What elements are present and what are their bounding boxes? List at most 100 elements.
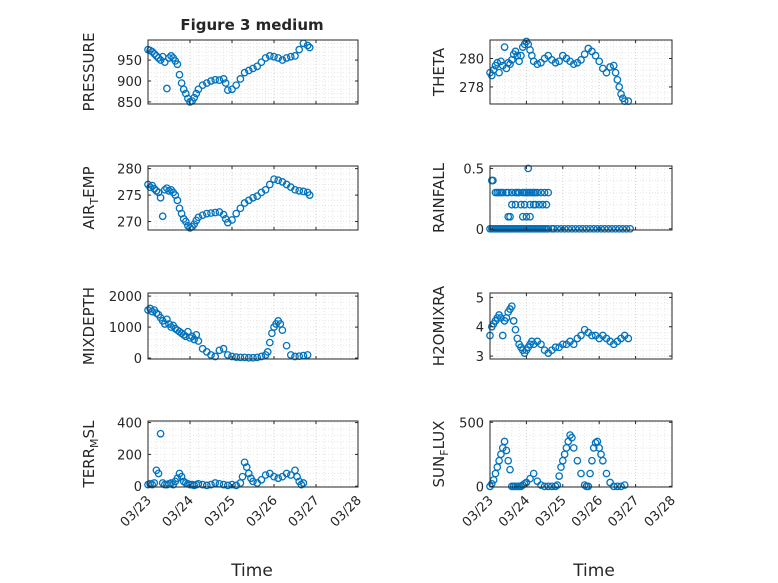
data-point bbox=[270, 52, 278, 61]
data-point bbox=[156, 193, 165, 202]
data-point bbox=[150, 49, 159, 58]
data-point bbox=[568, 224, 576, 233]
data-point bbox=[194, 85, 203, 94]
data-point bbox=[257, 352, 266, 361]
y-tick-label: 400 bbox=[117, 417, 142, 432]
data-point bbox=[588, 456, 596, 465]
y-tick-label: 280 bbox=[459, 52, 484, 67]
data-point bbox=[240, 353, 249, 362]
data-point bbox=[158, 212, 167, 221]
data-point bbox=[181, 217, 190, 226]
data-point bbox=[148, 307, 157, 316]
data-point bbox=[177, 472, 186, 481]
data-point bbox=[192, 89, 201, 98]
data-point bbox=[600, 224, 609, 233]
data-point bbox=[553, 224, 562, 233]
y-axis-label: MIXDEPTH bbox=[80, 287, 98, 365]
data-point bbox=[500, 437, 509, 446]
data-point bbox=[582, 224, 591, 233]
data-point bbox=[573, 456, 582, 465]
subplot-mixdepth: 0 1000 2000 MIXDEPTH bbox=[80, 287, 359, 367]
data-point bbox=[555, 57, 564, 66]
data-point bbox=[270, 472, 278, 481]
data-point bbox=[588, 331, 596, 340]
subplot-theta: 278 280 THETA bbox=[430, 37, 673, 106]
data-point bbox=[156, 429, 165, 438]
data-point bbox=[228, 352, 236, 361]
data-point bbox=[535, 200, 543, 209]
data-point bbox=[611, 68, 620, 77]
data-point bbox=[597, 224, 605, 233]
data-point bbox=[548, 482, 556, 491]
data-point bbox=[152, 187, 161, 195]
data-point bbox=[175, 70, 184, 79]
data-point bbox=[507, 188, 516, 197]
data-point bbox=[299, 479, 308, 487]
data-point bbox=[507, 200, 516, 209]
data-point bbox=[526, 212, 534, 221]
data-point bbox=[261, 54, 270, 62]
data-point bbox=[551, 58, 560, 67]
data-point bbox=[606, 63, 614, 71]
data-point bbox=[221, 79, 230, 87]
data-point bbox=[274, 474, 283, 483]
data-point bbox=[511, 200, 520, 209]
data-point bbox=[515, 188, 523, 197]
data-point bbox=[507, 302, 516, 311]
data-point bbox=[173, 196, 182, 205]
data-point bbox=[261, 185, 270, 194]
data-point bbox=[202, 79, 211, 87]
data-point bbox=[148, 47, 157, 56]
data-point bbox=[611, 224, 620, 233]
data-point bbox=[282, 54, 291, 62]
data-point bbox=[244, 469, 253, 478]
data-point bbox=[211, 208, 220, 217]
data-point bbox=[249, 353, 257, 362]
y-tick-label: 4 bbox=[476, 321, 484, 336]
data-point bbox=[238, 472, 247, 481]
data-point bbox=[211, 75, 220, 84]
data-point bbox=[609, 61, 618, 70]
data-point bbox=[173, 474, 182, 483]
data-point bbox=[517, 51, 525, 60]
data-point bbox=[517, 200, 525, 209]
data-point bbox=[303, 41, 312, 50]
data-point bbox=[223, 86, 232, 95]
data-point bbox=[533, 188, 542, 197]
data-point bbox=[282, 469, 291, 478]
data-point bbox=[167, 52, 175, 60]
data-point bbox=[506, 60, 514, 69]
data-point bbox=[511, 47, 520, 56]
y-tick-label: 950 bbox=[117, 54, 142, 69]
data-point bbox=[167, 479, 175, 487]
y-axis-label: AIRTEMP bbox=[80, 166, 101, 229]
y-axis-label: RAINFALL bbox=[430, 162, 448, 233]
data-point bbox=[257, 475, 266, 484]
y-tick-label: 1000 bbox=[109, 321, 142, 336]
y-tick-label: 0.5 bbox=[463, 162, 484, 177]
data-point bbox=[526, 200, 534, 209]
data-point bbox=[578, 224, 587, 233]
data-point bbox=[274, 54, 283, 62]
data-point bbox=[228, 85, 236, 94]
y-axis-label: TERRMSL bbox=[80, 420, 101, 489]
data-point bbox=[282, 341, 291, 350]
data-point bbox=[544, 224, 553, 233]
data-point bbox=[522, 212, 531, 221]
data-point bbox=[595, 57, 604, 66]
data-point bbox=[215, 346, 224, 355]
data-point bbox=[615, 224, 624, 233]
data-point bbox=[577, 56, 585, 64]
data-point bbox=[152, 309, 161, 317]
y-tick-label: 270 bbox=[117, 216, 142, 231]
data-point bbox=[253, 353, 262, 362]
data-point bbox=[173, 60, 182, 69]
axes-box bbox=[147, 39, 359, 105]
data-point bbox=[146, 183, 154, 192]
data-point bbox=[215, 76, 224, 85]
data-point bbox=[295, 45, 304, 54]
subplot-h2omixra: 3 4 5 H2OMIXRA bbox=[430, 285, 673, 366]
axes-box bbox=[489, 420, 673, 488]
data-point bbox=[190, 220, 199, 229]
